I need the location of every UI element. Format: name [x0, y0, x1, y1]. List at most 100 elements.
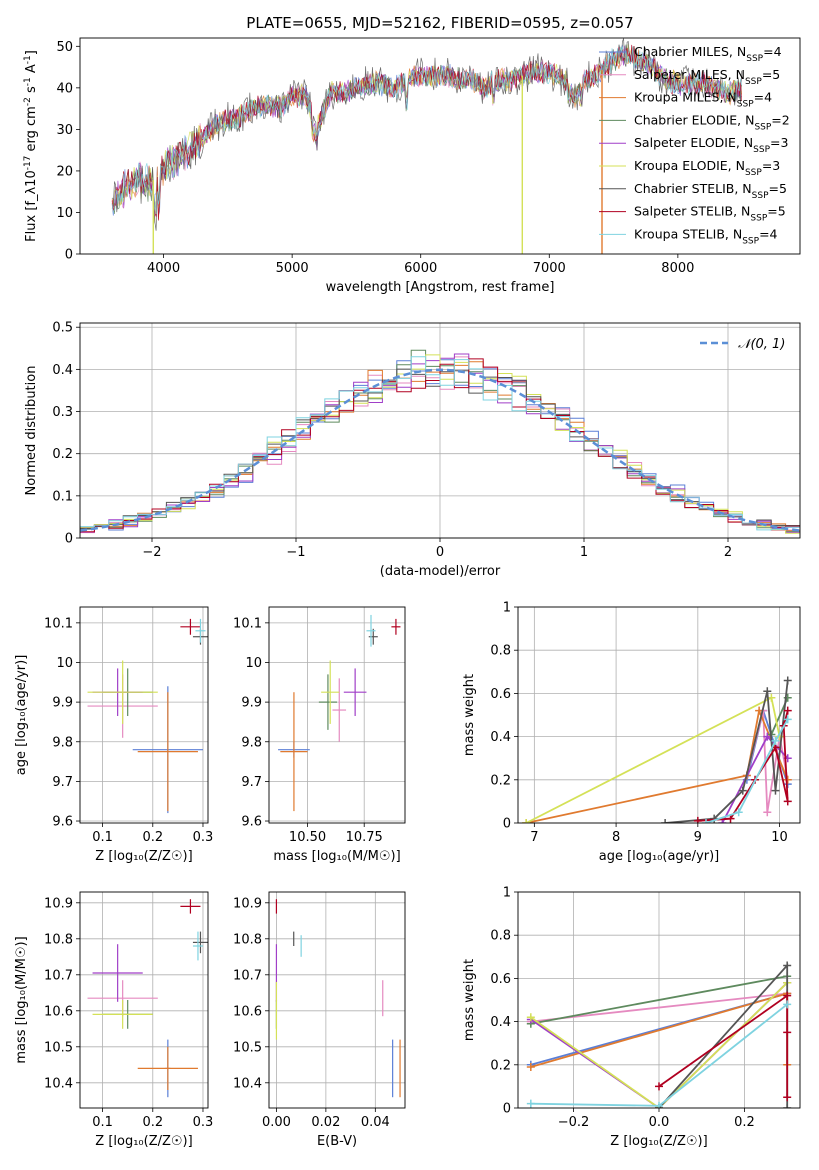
legend-spectrum: Chabrier MILES, NSSP=4 Salpeter MILES, NS… [599, 44, 790, 246]
weight-marker-salp_stelib [783, 1093, 792, 1102]
y-tick-label: 0.4 [490, 1015, 511, 1030]
x-axis-label: E(B-V) [317, 1134, 357, 1149]
x-tick-label: 9 [694, 830, 702, 845]
point-krou_miles [137, 692, 198, 812]
normal-curve [80, 368, 800, 532]
legend-normal-label: 𝒩(0, 1) [738, 337, 785, 352]
point-salp_elodie [92, 944, 143, 1002]
x-tick-label: −0.2 [558, 1115, 590, 1130]
weight-line-salp_miles [530, 992, 788, 1023]
legend-label-krou_stelib: Kroupa STELIB, NSSP=4 [634, 226, 778, 246]
weight-marker-chab_stelib [763, 687, 772, 696]
x-tick-label: 0.04 [361, 1115, 390, 1130]
y-tick-label: 10.8 [233, 932, 262, 947]
weight-marker-krou_miles [526, 1062, 535, 1071]
x-tick-label: 5000 [276, 261, 309, 276]
x-tick-label: 2 [724, 545, 732, 560]
x-axis-label: age [log₁₀(age/yr)] [599, 849, 720, 864]
weight-marker-salp_stelib [726, 814, 735, 823]
axes-weight_vs_Z: −0.2 0.0 0.2 0 0.2 0.4 0.6 0.8 1 Z [log₁₀(Z/Z☉)] m… [462, 886, 801, 1149]
weight-marker-krou_elodie [522, 819, 531, 823]
x-tick-label: 0.2 [142, 830, 163, 845]
point-krou_stelib [366, 614, 376, 647]
point-salp_stelib [391, 618, 401, 635]
y-axis-label: mass weight [462, 674, 477, 756]
y-axis-label: age [log₁₀(age/yr)] [14, 655, 29, 776]
x-axis-label: mass [log₁₀(M/M☉)] [273, 849, 400, 864]
weight-marker-krou_stelib [783, 715, 792, 724]
weight-marker-salp_stelib [783, 797, 792, 806]
x-tick-label: 0.1 [92, 1115, 113, 1130]
y-tick-label: 9.6 [241, 815, 262, 830]
x-tick-label: 0 [436, 545, 444, 560]
x-tick-label: 10.75 [346, 830, 383, 845]
legend-label-salp_stelib: Salpeter STELIB, NSSP=5 [634, 204, 786, 224]
legend-label-chab_miles: Chabrier MILES, NSSP=4 [634, 44, 782, 64]
spectrum-line-krou_stelib [111, 46, 742, 215]
y-tick-label: 10.4 [233, 1076, 262, 1091]
x-tick-label: 0.1 [92, 830, 113, 845]
y-tick-label: 9.7 [241, 775, 262, 790]
point-salp_stelib [180, 899, 201, 914]
weight-marker-krou_miles [783, 775, 792, 784]
y-tick-label: 0.4 [52, 363, 73, 378]
axes-frame [79, 322, 801, 539]
legend-label-krou_miles: Kroupa MILES, NSSP=4 [634, 90, 772, 110]
weight-marker-krou_elodie [526, 1013, 535, 1022]
weight-marker-salp_elodie [718, 819, 727, 823]
x-axis-label: Z [log₁₀(Z/Z☉)] [610, 1134, 707, 1149]
y-axis-label: mass weight [462, 959, 477, 1041]
x-tick-label: 8 [612, 830, 620, 845]
point-salp_elodie [343, 668, 367, 716]
weight-marker-krou_stelib [771, 736, 780, 745]
y-axis-label: mass [log₁₀(M/M☉)] [14, 936, 29, 1063]
y-tick-label: 0.8 [490, 644, 511, 659]
y-axis-label: Normed distribution [24, 366, 39, 496]
weight-line-krou_elodie [530, 982, 788, 1108]
weight-line-krou_elodie [525, 696, 781, 823]
axes-frame [79, 606, 209, 824]
legend-label-salp_elodie: Salpeter ELODIE, NSSP=3 [634, 135, 788, 155]
weight-marker-chab_stelib [738, 786, 747, 795]
weight-marker-salp_stelib [783, 706, 792, 715]
legend-label-krou_elodie: Kroupa ELODIE, NSSP=3 [634, 158, 780, 178]
y-tick-label: 10 [56, 656, 73, 671]
weight-marker-chab_stelib [661, 819, 670, 823]
y-tick-label: 0.2 [490, 773, 511, 788]
y-tick-label: 10.6 [233, 1004, 262, 1019]
y-tick-label: 10.6 [44, 1004, 73, 1019]
y-tick-label: 9.9 [52, 696, 73, 711]
point-chab_stelib [368, 628, 378, 645]
y-tick-label: 10.1 [44, 616, 73, 631]
x-tick-label: 7 [530, 830, 538, 845]
axes-frame [79, 37, 801, 255]
plot-area [278, 614, 401, 812]
weight-marker-krou_stelib [734, 808, 743, 817]
point-krou_stelib [195, 618, 206, 643]
weight-marker-salp_stelib [783, 991, 792, 1000]
y-tick-label: 1 [503, 886, 511, 901]
plot-area [526, 961, 792, 1108]
legend-label-chab_elodie: Chabrier ELODIE, NSSP=2 [634, 112, 790, 132]
point-krou_elodie [92, 1000, 153, 1029]
legend-label-salp_miles: Salpeter MILES, NSSP=5 [634, 67, 780, 87]
x-tick-label: 10 [771, 830, 788, 845]
y-tick-label: 9.8 [241, 735, 262, 750]
weight-marker-salp_stelib [655, 1082, 663, 1091]
weight-marker-salp_miles [763, 808, 772, 817]
x-tick-label: 0.02 [311, 1115, 340, 1130]
weight-line-chab_elodie [530, 975, 788, 1025]
spectrum-line-salp_stelib [111, 44, 742, 221]
y-tick-label: 9.6 [52, 815, 73, 830]
legend-label-chab_stelib: Chabrier STELIB, NSSP=5 [634, 181, 787, 201]
y-tick-label: 10.7 [44, 968, 73, 983]
x-tick-label: 4000 [147, 261, 180, 276]
point-krou_miles [280, 692, 308, 812]
plot-area [275, 899, 401, 1098]
x-tick-label: 0.0 [649, 1115, 670, 1130]
legend-hist: 𝒩(0, 1) [700, 337, 785, 352]
x-tick-label: 0.3 [193, 1115, 214, 1130]
x-tick-label: 0.2 [142, 1115, 163, 1130]
y-tick-label: 0.2 [490, 1058, 511, 1073]
point-krou_stelib [192, 931, 203, 961]
